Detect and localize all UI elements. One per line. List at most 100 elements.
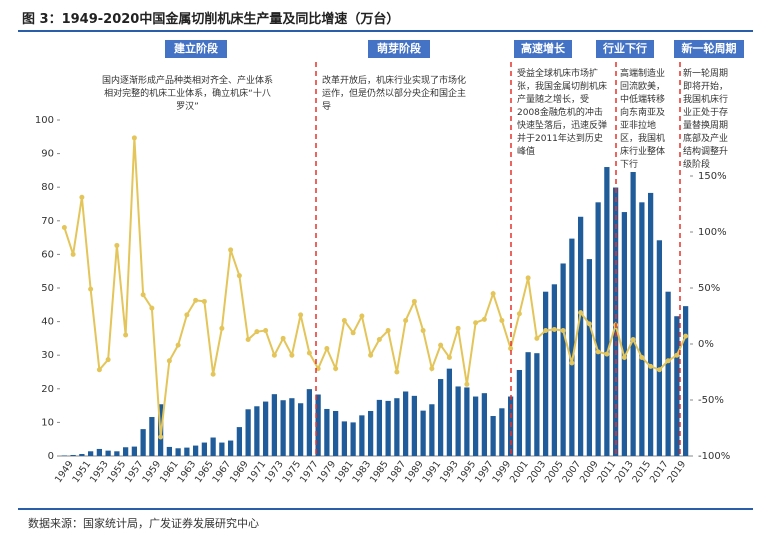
- point: [543, 328, 549, 334]
- phase-dividers: [315, 62, 681, 456]
- y-tick-label: 70: [41, 216, 54, 227]
- point: [464, 381, 470, 387]
- chart-title: 图 3：1949-2020中国金属切削机床生产量及同比增速（万台）: [22, 12, 400, 27]
- point: [254, 329, 260, 335]
- bar: [123, 447, 129, 456]
- point: [228, 247, 234, 253]
- point: [429, 366, 435, 372]
- bar: [184, 447, 190, 456]
- point: [166, 358, 172, 364]
- point: [245, 337, 251, 343]
- bar: [648, 192, 654, 457]
- phase-text: 改革开放后，机床行业实现了市场化运作，但是仍然以部分央企和国企主导: [322, 75, 470, 114]
- point: [639, 354, 645, 360]
- bar: [621, 212, 627, 456]
- bar: [578, 216, 584, 456]
- bar: [315, 394, 321, 456]
- bar: [114, 451, 120, 456]
- bar: [105, 450, 111, 456]
- bar: [665, 291, 671, 456]
- point: [648, 363, 654, 369]
- bar: [446, 368, 452, 456]
- y2-tick-label: 50%: [698, 283, 720, 294]
- y2-tick-label: 0%: [698, 339, 714, 350]
- point: [420, 328, 426, 334]
- point: [105, 357, 111, 363]
- phase-label: 萌芽阶段: [368, 40, 430, 58]
- point: [438, 342, 444, 348]
- point: [403, 317, 409, 323]
- phase-text: 受益全球机床市场扩张，我国金属切削机床产量随之增长，受2008金融危机的冲击快速…: [517, 68, 609, 159]
- y-tick-label: 30: [41, 350, 54, 361]
- point: [88, 286, 94, 292]
- point: [665, 358, 671, 364]
- point: [219, 325, 225, 331]
- point: [131, 135, 137, 141]
- bar: [525, 352, 531, 456]
- phase-label: 建立阶段: [165, 40, 227, 58]
- point: [376, 337, 382, 343]
- bar: [604, 167, 610, 457]
- bar: [333, 410, 339, 456]
- point: [683, 333, 689, 339]
- point: [481, 316, 487, 322]
- bar: [490, 416, 496, 456]
- line: [63, 137, 687, 438]
- point: [630, 337, 636, 343]
- point: [516, 311, 522, 317]
- rule: [18, 508, 753, 510]
- bar: [280, 400, 286, 456]
- point: [184, 312, 190, 318]
- point: [578, 310, 584, 316]
- bar: [394, 398, 400, 456]
- point: [175, 342, 181, 348]
- point: [525, 275, 531, 281]
- bar: [683, 306, 689, 456]
- point: [446, 354, 452, 360]
- bar: [201, 442, 207, 456]
- bar: [271, 394, 277, 456]
- phase-text: 高端制造业回流欧美，中低端转移向东南亚及亚非拉地区，我国机床行业整体下行: [620, 68, 672, 172]
- point: [473, 320, 479, 326]
- bar: [516, 369, 522, 456]
- bar: [376, 399, 382, 456]
- bar: [306, 389, 312, 456]
- bar: [245, 409, 251, 456]
- y-tick-label: 80: [41, 182, 54, 193]
- phase-text: 国内逐渐形成产品种类相对齐全、产业体系相对完整的机床工业体系，确立机床“十八罗汉…: [100, 75, 275, 114]
- point: [158, 434, 164, 440]
- bar: [193, 445, 199, 456]
- phase-label: 新一轮周期: [674, 40, 744, 58]
- bar: [586, 259, 592, 456]
- point: [595, 349, 601, 355]
- bar: [543, 291, 549, 456]
- point: [114, 242, 120, 248]
- phase-label: 行业下行: [596, 40, 654, 58]
- source: 数据来源：国家统计局，广发证券发展研究中心: [28, 517, 259, 530]
- bar: [140, 429, 146, 456]
- bar: [263, 401, 269, 456]
- bar: [420, 410, 426, 456]
- point: [394, 369, 400, 375]
- bar: [560, 263, 566, 456]
- point: [656, 367, 662, 373]
- bar: [429, 404, 435, 456]
- point: [341, 317, 347, 323]
- bar: [341, 421, 347, 456]
- bar: [175, 448, 181, 456]
- point: [350, 330, 356, 336]
- bar: [656, 240, 662, 456]
- bar: [88, 451, 94, 456]
- point: [70, 251, 76, 257]
- bar: [166, 446, 172, 456]
- y-tick-label: 40: [41, 317, 54, 328]
- point: [534, 335, 540, 341]
- y-tick-label: 0: [48, 451, 54, 462]
- bar: [228, 440, 234, 456]
- y-tick-label: 50: [41, 283, 54, 294]
- point: [586, 321, 592, 327]
- plot: 0 10 20 30 40 50 60 70 80 90 100 -100% -50% 0% 50% 100%…: [35, 115, 730, 485]
- point: [621, 354, 627, 360]
